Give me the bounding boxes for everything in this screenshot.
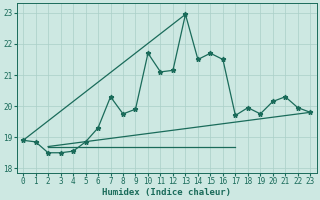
X-axis label: Humidex (Indice chaleur): Humidex (Indice chaleur): [102, 188, 231, 197]
